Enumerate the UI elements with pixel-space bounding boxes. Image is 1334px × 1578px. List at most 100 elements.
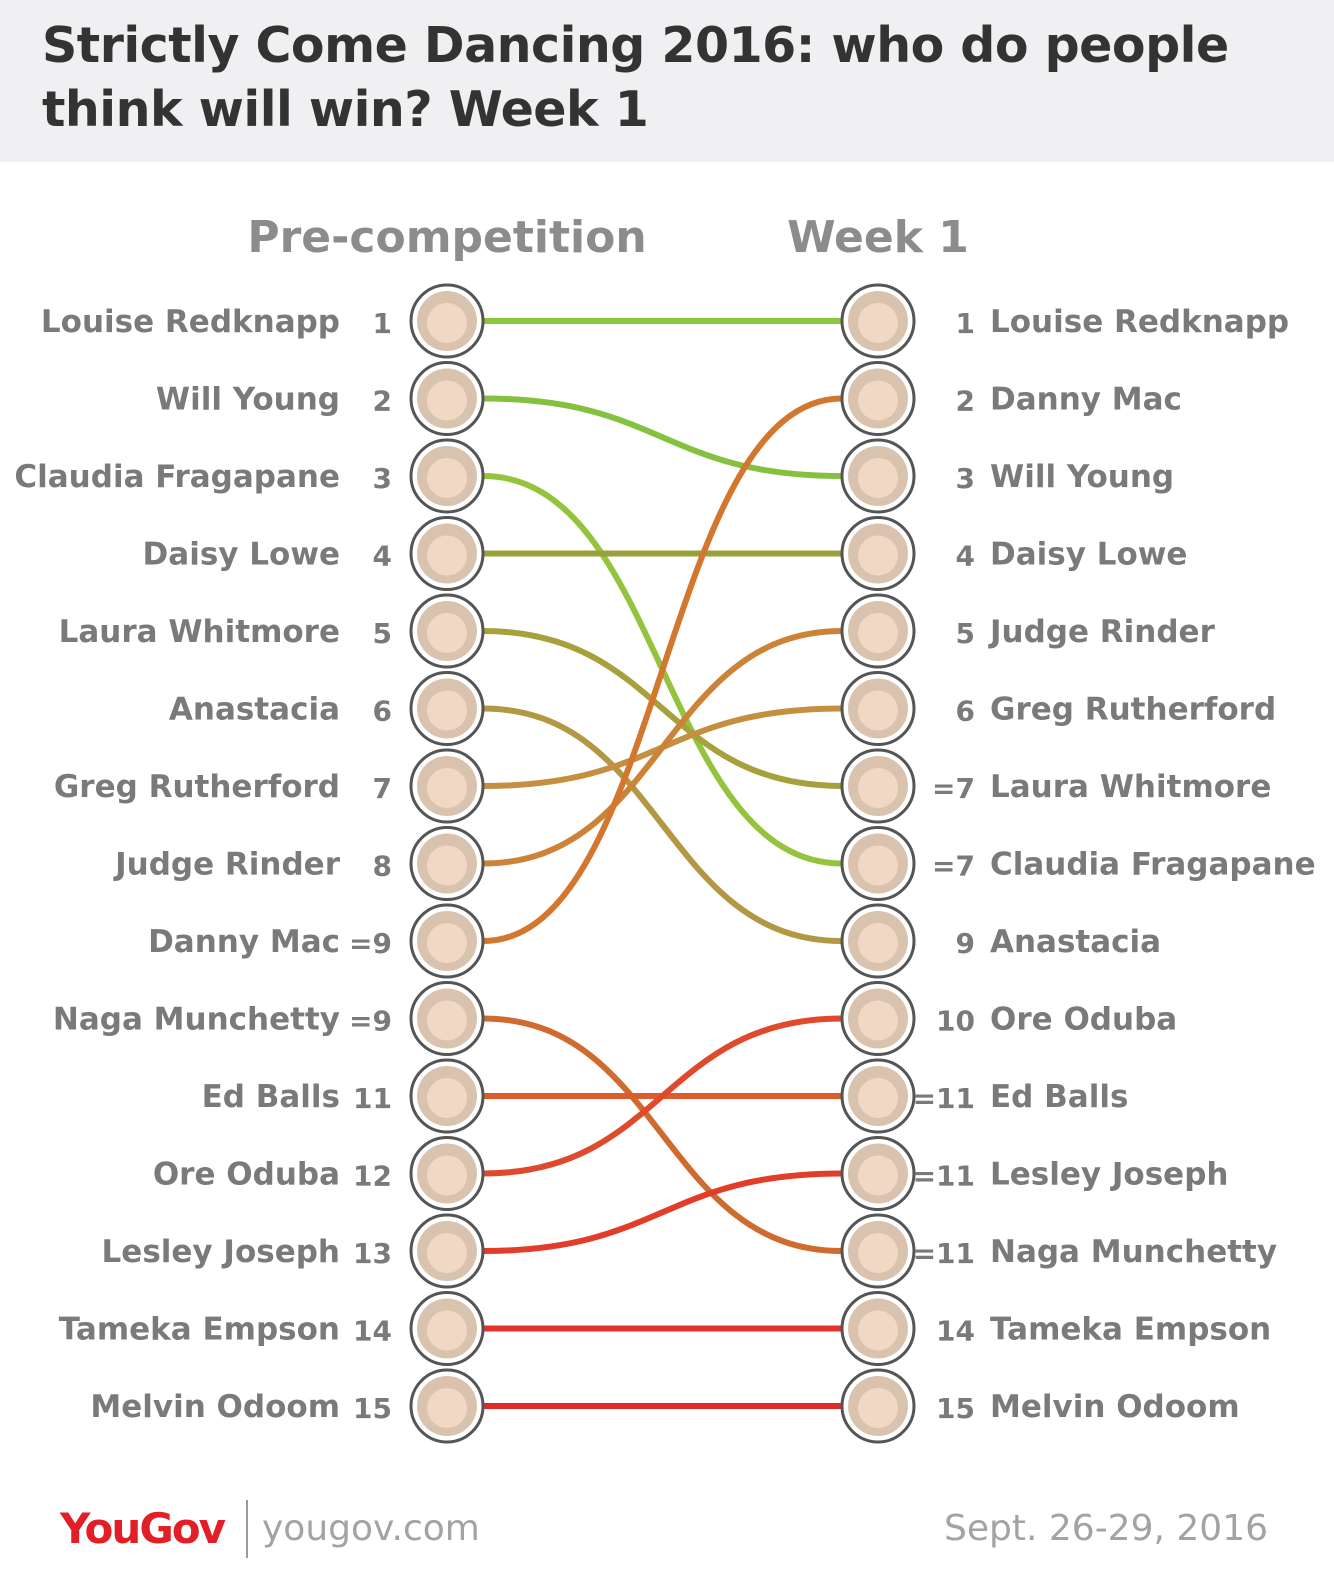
left-rank-label: =9 <box>349 927 392 960</box>
right-node-judge-rinder <box>840 593 916 669</box>
left-column: Louise Redknapp 1 Will Young 2 Claudia Fraga… <box>14 283 485 1444</box>
left-node-claudia-fragapane <box>409 438 485 514</box>
right-rank-label: 14 <box>936 1315 975 1348</box>
right-name-label: Claudia Fragapane <box>990 847 1316 883</box>
right-column: 1 Louise Redknapp 2 Danny Mac 3 Will Young 4 Da… <box>840 283 1316 1444</box>
right-name-label: Ore Oduba <box>990 1002 1177 1038</box>
right-node-naga-munchetty <box>840 1213 916 1289</box>
avatar-face <box>858 690 898 731</box>
left-node-greg-rutherford <box>409 748 485 824</box>
left-node-naga-munchetty <box>409 981 485 1056</box>
left-name-label: Danny Mac <box>148 924 340 960</box>
right-column-heading: Week 1 <box>787 212 969 263</box>
left-rank-label: 1 <box>373 307 392 340</box>
avatar-face <box>858 303 898 343</box>
right-rank-label: =7 <box>932 772 975 805</box>
footer-date: Sept. 26-29, 2016 <box>944 1508 1268 1549</box>
avatar-face <box>858 1155 898 1196</box>
left-node-daisy-lowe <box>409 516 485 591</box>
right-node-laura-whitmore <box>840 748 916 824</box>
avatar-face <box>427 845 467 886</box>
left-node-anastacia <box>409 671 485 746</box>
connector-danny-mac <box>480 395 845 944</box>
avatar-face <box>858 1000 898 1041</box>
left-name-label: Melvin Odoom <box>90 1389 340 1425</box>
right-node-danny-mac <box>840 361 916 436</box>
right-node-tameka-empson <box>840 1291 916 1366</box>
right-name-label: Tameka Empson <box>990 1312 1271 1348</box>
right-rank-label: =11 <box>913 1160 975 1193</box>
left-node-laura-whitmore <box>409 593 485 669</box>
right-name-label: Melvin Odoom <box>990 1389 1240 1425</box>
avatar-face <box>858 923 898 963</box>
logo-you: You <box>60 1504 141 1553</box>
connector-judge-rinder <box>480 628 845 867</box>
avatar-face <box>858 768 898 808</box>
right-rank-label: 6 <box>956 695 975 728</box>
left-node-louise-redknapp <box>409 283 485 359</box>
left-name-label: Ore Oduba <box>153 1157 340 1193</box>
right-rank-label: 2 <box>956 385 975 418</box>
right-rank-label: 10 <box>936 1005 975 1038</box>
left-node-will-young <box>409 361 485 436</box>
left-name-label: Lesley Joseph <box>102 1234 340 1270</box>
avatar-face <box>427 1000 467 1041</box>
connector-anastacia <box>480 705 845 944</box>
right-rank-label: 1 <box>956 307 975 340</box>
connector-lines <box>480 318 845 1410</box>
connector-will-young <box>480 395 845 479</box>
logo-gov: Gov <box>139 1504 226 1553</box>
connector-lesley-joseph <box>480 1170 845 1254</box>
right-name-label: Laura Whitmore <box>990 769 1271 805</box>
footer-url[interactable]: yougov.com <box>262 1508 480 1549</box>
left-node-ore-oduba <box>409 1136 485 1211</box>
left-rank-label: 15 <box>353 1392 392 1425</box>
right-rank-label: 9 <box>956 927 975 960</box>
left-name-label: Louise Redknapp <box>41 304 340 340</box>
avatar-face <box>858 1078 898 1118</box>
avatar-face <box>858 845 898 886</box>
connector-naga-munchetty <box>480 1015 845 1254</box>
left-node-judge-rinder <box>409 826 485 901</box>
avatar-face <box>858 1388 898 1428</box>
avatar-face <box>427 380 467 421</box>
left-name-label: Judge Rinder <box>113 847 341 883</box>
connector-laura-whitmore <box>480 628 845 789</box>
right-rank-label: 15 <box>936 1392 975 1425</box>
avatar-face <box>427 768 467 808</box>
right-rank-label: 3 <box>956 462 975 495</box>
left-name-label: Anastacia <box>169 692 340 728</box>
right-node-greg-rutherford <box>840 671 916 746</box>
left-name-label: Ed Balls <box>202 1079 340 1115</box>
right-name-label: Judge Rinder <box>988 614 1216 650</box>
right-node-ed-balls <box>840 1058 916 1134</box>
avatar-face <box>427 690 467 731</box>
left-rank-label: 2 <box>373 385 392 418</box>
right-node-lesley-joseph <box>840 1136 916 1211</box>
left-node-melvin-odoom <box>409 1368 485 1444</box>
right-rank-label: =11 <box>913 1237 975 1270</box>
right-rank-label: 4 <box>956 540 975 573</box>
left-rank-label: 4 <box>373 540 392 573</box>
avatar-face <box>858 380 898 421</box>
left-node-lesley-joseph <box>409 1213 485 1289</box>
left-rank-label: =9 <box>349 1005 392 1038</box>
avatar-face <box>427 303 467 343</box>
slope-chart: Pre-competition Week 1 Louise Redknapp 1 W… <box>14 212 1316 1444</box>
right-name-label: Danny Mac <box>990 382 1182 418</box>
header-banner: Strictly Come Dancing 2016: who do peopl… <box>0 0 1334 162</box>
right-name-label: Louise Redknapp <box>990 304 1289 340</box>
left-name-label: Greg Rutherford <box>54 769 340 805</box>
avatar-face <box>427 1310 467 1351</box>
avatar-face <box>427 1078 467 1118</box>
left-column-heading: Pre-competition <box>247 212 646 263</box>
left-rank-label: 7 <box>373 772 392 805</box>
right-node-louise-redknapp <box>840 283 916 359</box>
right-name-label: Anastacia <box>990 924 1161 960</box>
right-name-label: Ed Balls <box>990 1079 1128 1115</box>
right-rank-label: =11 <box>913 1082 975 1115</box>
left-rank-label: 3 <box>373 462 392 495</box>
avatar-face <box>858 458 898 498</box>
left-name-label: Naga Munchetty <box>53 1002 340 1038</box>
left-rank-label: 14 <box>353 1315 392 1348</box>
